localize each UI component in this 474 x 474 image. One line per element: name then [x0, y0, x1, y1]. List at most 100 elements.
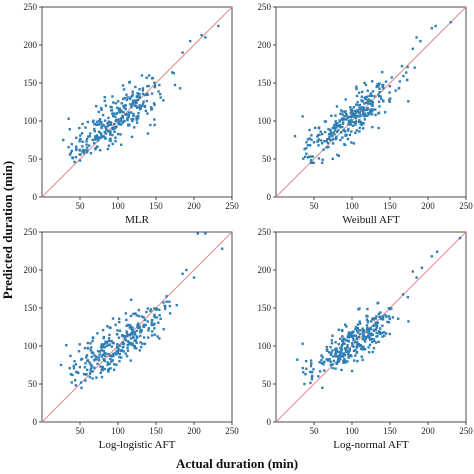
data-point	[121, 116, 124, 119]
data-point	[371, 90, 375, 93]
data-point	[353, 113, 357, 116]
data-point	[142, 336, 146, 339]
data-point	[348, 349, 351, 352]
data-point	[135, 121, 139, 124]
data-point	[67, 117, 70, 120]
data-point	[86, 120, 90, 124]
data-point	[331, 135, 334, 138]
data-point	[458, 236, 462, 240]
data-point	[354, 114, 357, 117]
data-point	[101, 113, 105, 117]
data-point	[153, 118, 156, 121]
data-point	[87, 144, 91, 147]
x-tick-label: 200	[421, 201, 435, 211]
data-point	[67, 145, 70, 149]
data-point	[85, 368, 89, 372]
panel-label: Log-logistic AFT	[99, 439, 176, 451]
data-point	[102, 124, 106, 127]
data-point	[303, 155, 307, 159]
data-point	[150, 323, 154, 327]
data-point	[149, 309, 152, 313]
y-tick-label: 200	[258, 265, 272, 275]
data-point	[405, 71, 408, 74]
data-point	[86, 346, 90, 350]
data-point	[335, 130, 339, 134]
data-point	[377, 111, 381, 114]
data-point	[123, 335, 126, 338]
data-point	[99, 371, 102, 374]
data-point	[345, 325, 348, 328]
data-point	[353, 340, 357, 344]
data-point	[372, 338, 375, 341]
data-point	[371, 108, 375, 111]
data-point	[196, 232, 199, 235]
data-point	[135, 101, 138, 105]
data-point	[86, 359, 89, 363]
data-point	[100, 125, 103, 129]
data-point	[120, 110, 123, 113]
data-point	[371, 340, 374, 344]
data-point	[130, 343, 133, 346]
data-point	[346, 346, 349, 349]
data-point	[327, 133, 331, 136]
data-point	[137, 308, 140, 312]
data-point	[129, 337, 133, 340]
data-point	[115, 106, 119, 110]
data-point	[71, 156, 74, 159]
data-point	[327, 127, 330, 131]
data-point	[125, 330, 128, 333]
data-point	[349, 106, 352, 109]
data-point	[366, 326, 369, 330]
data-point	[331, 334, 334, 337]
data-point	[374, 113, 377, 117]
data-point	[401, 293, 405, 296]
data-point	[134, 333, 137, 336]
data-point	[79, 381, 83, 384]
data-point	[93, 366, 96, 369]
data-point	[94, 357, 97, 361]
data-point	[156, 335, 159, 338]
data-point	[120, 349, 124, 352]
data-point	[316, 135, 319, 138]
data-point	[82, 150, 85, 153]
data-point	[329, 345, 332, 349]
data-point	[334, 137, 337, 141]
x-tick-label: 100	[111, 426, 125, 436]
data-point	[74, 384, 78, 387]
data-point	[323, 140, 326, 143]
data-point	[88, 361, 91, 364]
data-point	[84, 373, 88, 376]
data-point	[106, 122, 109, 125]
data-point	[98, 353, 101, 356]
data-point	[116, 100, 120, 103]
data-point	[343, 342, 346, 345]
data-point	[131, 335, 135, 338]
data-point	[337, 342, 340, 346]
y-tick-label: 250	[258, 2, 272, 12]
data-point	[334, 367, 337, 370]
data-point	[118, 344, 121, 347]
data-point	[118, 120, 121, 123]
data-point	[113, 127, 116, 131]
data-point	[368, 336, 371, 340]
data-point	[114, 102, 118, 105]
data-point	[337, 357, 340, 360]
data-point	[124, 312, 128, 315]
data-point	[349, 333, 352, 336]
data-point	[132, 117, 135, 121]
data-point	[131, 328, 134, 331]
data-point	[109, 357, 112, 361]
data-point	[366, 100, 369, 103]
data-point	[325, 349, 329, 352]
data-point	[162, 328, 165, 331]
data-point	[329, 363, 333, 367]
data-point	[366, 114, 369, 117]
data-point	[362, 329, 366, 332]
data-point	[75, 370, 78, 374]
data-point	[339, 347, 343, 350]
data-point	[72, 364, 75, 368]
data-point	[378, 87, 381, 90]
data-point	[374, 341, 378, 344]
data-point	[357, 111, 360, 114]
